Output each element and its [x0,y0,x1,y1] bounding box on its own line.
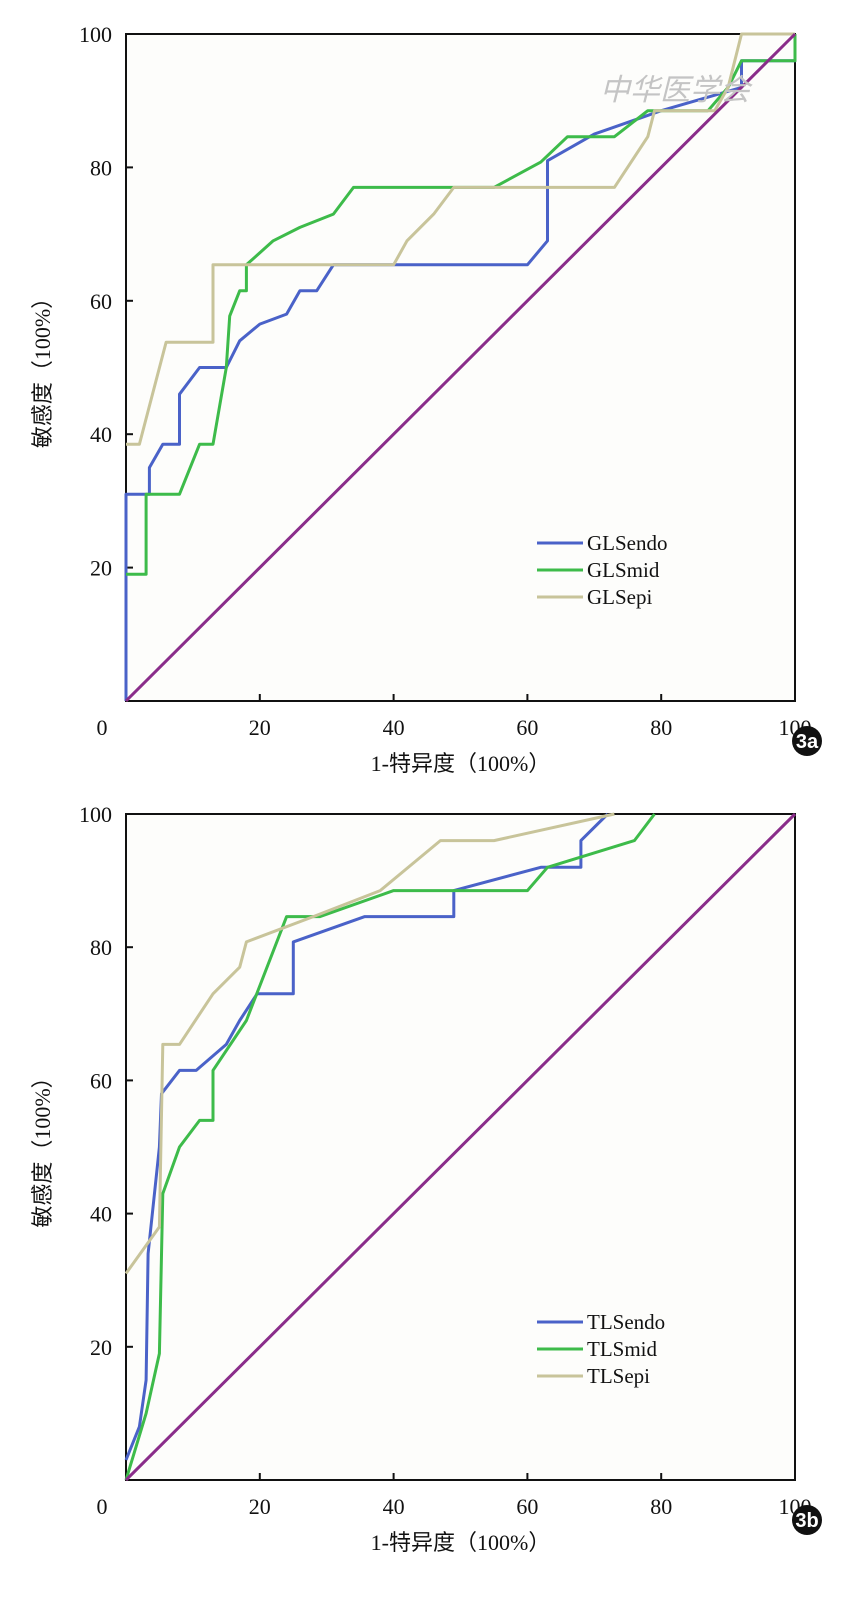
y-tick-label: 20 [90,1335,112,1360]
panel-label: 3b [795,1510,818,1532]
x-tick-label: 40 [383,1494,405,1519]
panel-badge [792,1505,822,1535]
series-line-reference [124,812,797,1482]
legend-label: TLSendo [587,1310,665,1334]
y-axis-label: 敏感度（100%） [30,1066,55,1227]
x-tick-label: 20 [249,715,271,740]
series-line-reference [124,32,797,703]
legend: GLSendo GLSmid GLSepi [537,531,668,609]
y-tick-label: 60 [90,1068,112,1093]
y-tick-label: 20 [90,556,112,581]
legend-label: GLSmid [587,558,660,582]
panel-badge [792,726,822,756]
x-tick-label: 0 [97,1494,108,1519]
y-axis-label: 敏感度（100%） [30,287,55,448]
series-line-tlsepi [124,812,615,1275]
x-axis-label: 1-特异度（100%） [371,1530,551,1555]
x-tick-label: 0 [97,715,108,740]
legend-label: TLSmid [587,1337,658,1361]
series-line-tlsendo [124,812,609,1461]
legend-label: GLSendo [587,531,668,555]
series-line-glsepi [126,32,795,446]
y-tick-label: 100 [79,22,112,47]
y-tick-label: 100 [79,802,112,827]
watermark: 中华医学会 [600,74,753,107]
x-tick-label: 60 [516,715,538,740]
legend-label: TLSepi [587,1364,650,1388]
x-axis-label: 1-特异度（100%） [371,751,551,776]
legend-label: GLSepi [587,585,652,609]
x-tick-label: 20 [249,1494,271,1519]
y-tick-label: 40 [90,422,112,447]
y-tick-label: 80 [90,935,112,960]
series-line-glsendo [124,34,797,701]
y-tick-label: 60 [90,289,112,314]
panel-label: 3a [796,731,819,753]
series-line-tlsmid [124,813,656,1481]
x-tick-label: 80 [650,715,672,740]
legend: TLSendo TLSmid TLSepi [537,1310,665,1388]
x-tick-label: 60 [516,1494,538,1519]
y-tick-label: 80 [90,155,112,180]
x-tick-label: 40 [383,715,405,740]
x-tick-label: 80 [650,1494,672,1519]
y-tick-label: 40 [90,1202,112,1227]
